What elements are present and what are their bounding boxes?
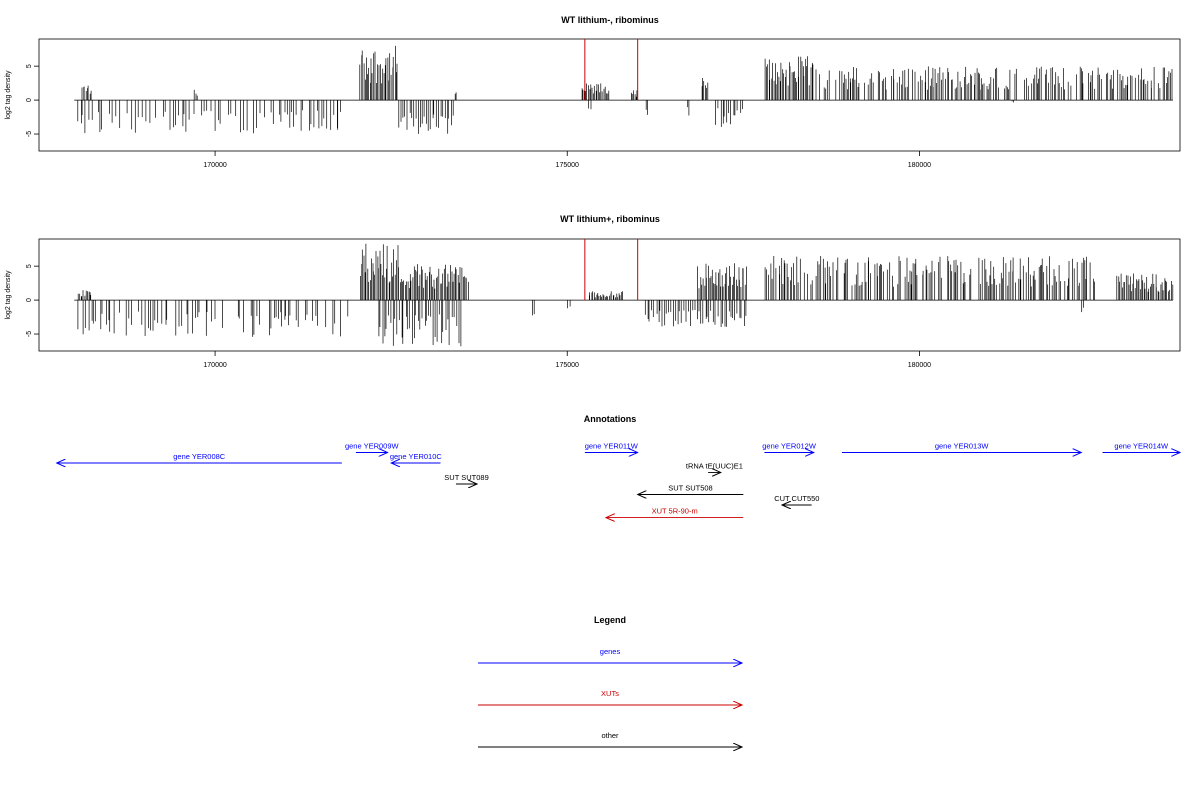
y-tick-label: -5 xyxy=(26,331,33,337)
annotation-feature: gene YER009W xyxy=(345,442,400,453)
annotation-feature: SUT SUT508 xyxy=(638,484,744,495)
y-tick-label: 0 xyxy=(26,98,33,102)
annotation-feature: CUT CUT550 xyxy=(774,494,819,505)
panel-2-title: WT lithium+, ribominus xyxy=(560,214,660,224)
legend-items: genes XUTs other xyxy=(478,647,742,747)
legend-item: XUTs xyxy=(478,689,742,705)
panel-2-frame xyxy=(38,238,1181,352)
x-tick-label: 180000 xyxy=(908,362,931,369)
legend-label: genes xyxy=(600,647,621,656)
panel-1-axes: 170000 175000 180000 -5 0 5 xyxy=(26,64,931,169)
y-tick-label: 0 xyxy=(26,298,33,302)
annotations-title: Annotations xyxy=(584,414,637,424)
feature-label: CUT CUT550 xyxy=(774,494,819,503)
annotation-feature: SUT SUT089 xyxy=(444,473,489,484)
legend-item: genes xyxy=(478,647,742,663)
x-tick-label: 170000 xyxy=(203,162,226,169)
legend-section: Legend genes XUTs other xyxy=(478,615,742,747)
annotation-feature: gene YER014W xyxy=(1102,442,1180,453)
legend-label: XUTs xyxy=(601,689,619,698)
x-tick-label: 170000 xyxy=(203,362,226,369)
x-tick-label: 180000 xyxy=(908,162,931,169)
track-panel-2: WT lithium+, ribominus log2 tag density … xyxy=(5,214,1181,369)
panel-2-ylabel: log2 tag density xyxy=(5,270,12,320)
feature-label: XUT 5R-90-m xyxy=(652,507,698,516)
y-tick-label: 5 xyxy=(26,264,33,268)
feature-label: gene YER009W xyxy=(345,442,400,451)
annotation-feature: gene YER011W xyxy=(585,442,639,453)
annotation-feature: gene YER010C xyxy=(390,452,443,463)
annotation-feature: tRNA tE(UUC)E1 xyxy=(686,461,743,472)
feature-label: gene YER013W xyxy=(935,442,990,451)
panel-1-frame xyxy=(38,38,1181,152)
panel-2-axes: 170000 175000 180000 -5 0 5 xyxy=(26,264,931,369)
x-tick-label: 175000 xyxy=(556,362,579,369)
x-tick-label: 175000 xyxy=(556,162,579,169)
feature-label: tRNA tE(UUC)E1 xyxy=(686,461,743,470)
track-panel-1: WT lithium-, ribominus log2 tag density … xyxy=(5,15,1181,169)
feature-label: gene YER008C xyxy=(173,452,226,461)
feature-label: gene YER011W xyxy=(585,442,639,451)
panel-1-bars xyxy=(74,39,1173,134)
annotation-feature: gene YER013W xyxy=(841,442,1081,453)
legend-label: other xyxy=(601,731,619,740)
panel-1-title: WT lithium-, ribominus xyxy=(561,15,659,25)
y-tick-label: 5 xyxy=(26,64,33,68)
y-tick-label: -5 xyxy=(26,131,33,137)
legend-item: other xyxy=(478,731,742,747)
legend-title: Legend xyxy=(594,615,626,625)
annotation-feature: gene YER012W xyxy=(762,442,817,453)
panel-1-ylabel: log2 tag density xyxy=(5,70,12,120)
annotation-feature: XUT 5R-90-m xyxy=(606,507,744,518)
feature-label: gene YER010C xyxy=(390,452,443,461)
feature-label: gene YER012W xyxy=(762,442,817,451)
annotation-feature: gene YER008C xyxy=(57,452,342,463)
panel-2-bars xyxy=(74,239,1174,347)
feature-label: SUT SUT089 xyxy=(444,473,488,482)
feature-label: gene YER014W xyxy=(1114,442,1169,451)
feature-label: SUT SUT508 xyxy=(668,484,712,493)
